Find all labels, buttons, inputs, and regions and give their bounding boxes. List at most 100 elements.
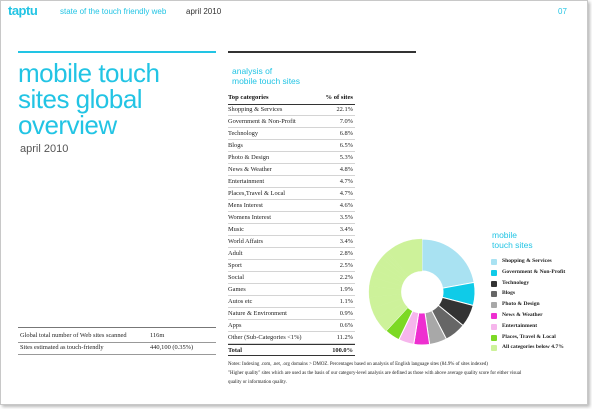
table-total: Total 100.0% (228, 344, 355, 356)
legend-label: Government & Non-Profit (502, 268, 566, 275)
category-value: 6.5% (339, 142, 353, 149)
category-label: World Affairs (228, 238, 264, 245)
rule (18, 327, 216, 328)
category-value: 6.8% (339, 130, 353, 137)
title-line: overview (18, 110, 117, 140)
category-label: Games (228, 286, 246, 293)
donut-chart (368, 238, 476, 346)
table-row: Nature & Environment 0.9% (228, 308, 355, 320)
legend-label: Shopping & Services (502, 258, 552, 264)
table-row: Entertainment 4.7% (228, 176, 355, 188)
category-value: 1.1% (339, 298, 353, 305)
category-label: Adult (228, 250, 243, 257)
header-cell: Top categories (228, 94, 269, 101)
table-row: Government & Non-Profit 7.0% (228, 116, 355, 128)
chart-title-line: touch sites (492, 240, 533, 250)
category-value: 7.0% (339, 118, 353, 125)
legend-label: All categories below 4.7% (502, 344, 564, 351)
legend-swatch (491, 259, 497, 265)
table-row: Adult 2.8% (228, 248, 355, 260)
legend-swatch (491, 313, 497, 319)
note-line: "Higher quality" sites which are used as… (228, 371, 522, 376)
table-row: Shopping & Services 22.1% (228, 104, 355, 116)
summary-value: 116m (150, 332, 165, 339)
legend-label: Entertainment (502, 322, 538, 329)
total-label: Total (228, 347, 242, 354)
category-label: Shopping & Services (228, 106, 283, 113)
table-row: Games 1.9% (228, 284, 355, 296)
title-line: sites global (18, 84, 143, 114)
summary-row: Sites estimated as touch-friendly 440,100… (18, 342, 216, 355)
title-date: april 2010 (20, 143, 69, 155)
legend-swatch (491, 345, 497, 352)
category-label: Other (Sub-Categories <1%) (228, 334, 302, 341)
category-label: Technology (228, 130, 259, 137)
table-row: Social 2.2% (228, 272, 355, 284)
legend-swatch (491, 280, 497, 287)
category-label: Government & Non-Profit (228, 118, 296, 125)
legend-label: Technology (502, 279, 530, 286)
chart-title-line: mobile (492, 230, 518, 240)
category-value: 4.7% (339, 178, 353, 185)
category-value: 3.4% (339, 238, 353, 245)
legend-label: Photo & Design (502, 301, 540, 308)
category-value: 2.2% (339, 274, 353, 281)
category-label: Apps (228, 322, 242, 329)
heading-line: analysis of (232, 66, 273, 76)
table-row: Photo & Design 5.3% (228, 152, 355, 164)
category-value: 3.4% (339, 226, 353, 233)
table-row: Sport 2.5% (228, 260, 355, 272)
category-value: 4.8% (339, 166, 353, 173)
category-value: 1.9% (339, 286, 353, 293)
category-label: Autos etc (228, 298, 253, 305)
table-row: News & Weather 4.8% (228, 164, 355, 176)
summary-label: Global total number of Web sites scanned (20, 332, 127, 339)
category-label: Entertainment (228, 178, 265, 185)
category-value: 0.9% (339, 310, 353, 317)
table-row: Music 3.4% (228, 224, 355, 236)
legend-swatch (491, 269, 497, 276)
header-subtitle: state of the touch friendly web (60, 7, 167, 16)
category-label: Music (228, 226, 244, 233)
note-line: quality or information quality. (228, 380, 287, 385)
legend-label: Places, Travel & Local (502, 333, 556, 340)
category-value: 0.6% (339, 322, 353, 329)
category-label: Social (228, 274, 244, 281)
rule (18, 51, 216, 53)
table-row: Technology 6.8% (228, 128, 355, 140)
category-value: 4.7% (339, 190, 353, 197)
category-value: 5.3% (339, 154, 353, 161)
header-date: april 2010 (186, 7, 222, 16)
chart-title: mobile touch sites (492, 230, 533, 250)
legend-label: News & Weather (502, 312, 543, 318)
category-value: 22.1% (336, 106, 353, 113)
legend-swatch (491, 334, 497, 341)
category-value: 2.8% (339, 250, 353, 257)
table-row: Apps 0.6% (228, 320, 355, 332)
header-cell: % of sites (325, 94, 353, 101)
category-value: 4.6% (339, 202, 353, 209)
legend-swatch (491, 291, 497, 298)
table-row: Mens Interest 4.6% (228, 200, 355, 212)
category-label: Places,Travel & Local (228, 190, 286, 197)
notes: Notes: Indexing .com, .net, .org domains… (228, 360, 521, 387)
category-value: 11.2% (336, 334, 353, 341)
donut-segment (421, 238, 475, 289)
page-title: mobile touch sites global overview (18, 58, 160, 140)
table-row: Other (Sub-Categories <1%) 11.2% (228, 332, 355, 344)
summary-row: Global total number of Web sites scanned… (18, 330, 216, 343)
summary-label: Sites estimated as touch-friendly (20, 344, 104, 351)
title-line: mobile touch (18, 58, 160, 88)
donut-segment (387, 238, 423, 277)
category-label: News & Weather (228, 166, 272, 173)
category-value: 3.5% (339, 214, 353, 221)
summary-value: 440,100 (0.35%) (150, 344, 194, 351)
table-row: World Affairs 3.4% (228, 236, 355, 248)
category-label: Nature & Environment (228, 310, 287, 317)
rule (228, 51, 416, 53)
category-value: 2.5% (339, 262, 353, 269)
table-row: Womens Interest 3.5% (228, 212, 355, 224)
table-header: Top categories % of sites (228, 92, 355, 105)
